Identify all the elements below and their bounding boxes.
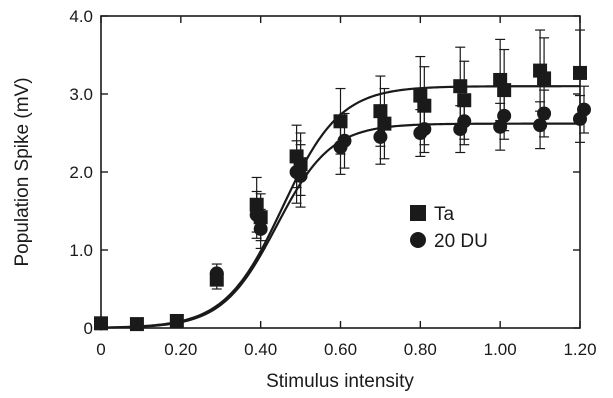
y-tick-label: 4.0: [69, 7, 93, 26]
data-point-circle: [94, 316, 108, 331]
data-point-circle: [249, 207, 264, 222]
data-point-circle: [537, 106, 552, 121]
y-tick-label: 3.0: [69, 85, 93, 104]
x-tick-label: 0.20: [164, 340, 197, 359]
y-tick-label: 2.0: [69, 163, 93, 182]
x-tick-label: 1.20: [563, 340, 596, 359]
data-point-circle: [417, 122, 432, 137]
data-point-circle: [373, 129, 388, 144]
data-point-square: [169, 313, 184, 328]
legend-marker-square: [410, 205, 426, 221]
legend-label: Ta: [434, 204, 455, 225]
x-axis-label: Stimulus intensity: [266, 371, 414, 392]
data-point-square: [453, 79, 468, 94]
x-tick-label: 1.00: [484, 340, 517, 359]
data-point-square: [457, 93, 472, 108]
data-point-square: [373, 104, 388, 119]
legend-marker-circle: [410, 232, 426, 248]
data-point-circle: [209, 266, 224, 281]
legend: Ta 20 DU: [410, 204, 488, 252]
error-bars: [96, 29, 589, 327]
data-point-circle: [337, 133, 352, 148]
legend-label: 20 DU: [434, 231, 488, 252]
data-point-circle: [253, 221, 268, 236]
data-point-circle: [576, 102, 591, 117]
data-markers: [94, 63, 591, 332]
data-point-square: [377, 116, 392, 131]
x-tick-label: 0: [96, 340, 105, 359]
data-point-square: [249, 197, 264, 212]
data-point-square: [537, 71, 552, 86]
data-point-square: [573, 65, 587, 80]
axes: 0 0.20 0.40 0.60 0.80 1.00 1.20 0 1.0 2.0 3.0 4.0: [69, 7, 596, 359]
data-point-circle: [457, 114, 472, 129]
data-point-square: [129, 317, 144, 332]
y-tick-label: 0: [84, 319, 93, 338]
data-point-square: [417, 98, 432, 113]
data-point-square: [497, 83, 512, 98]
x-tick-label: 0.40: [244, 340, 277, 359]
y-axis-label: Population Spike (mV): [12, 77, 33, 266]
data-point-square: [333, 114, 348, 129]
y-tick-label: 1.0: [69, 241, 93, 260]
data-point-circle: [533, 118, 548, 133]
x-tick-label: 0.80: [404, 340, 437, 359]
x-tick-label: 0.60: [324, 340, 357, 359]
data-point-circle: [493, 119, 508, 134]
data-point-circle: [497, 108, 512, 123]
data-point-circle: [293, 168, 308, 183]
